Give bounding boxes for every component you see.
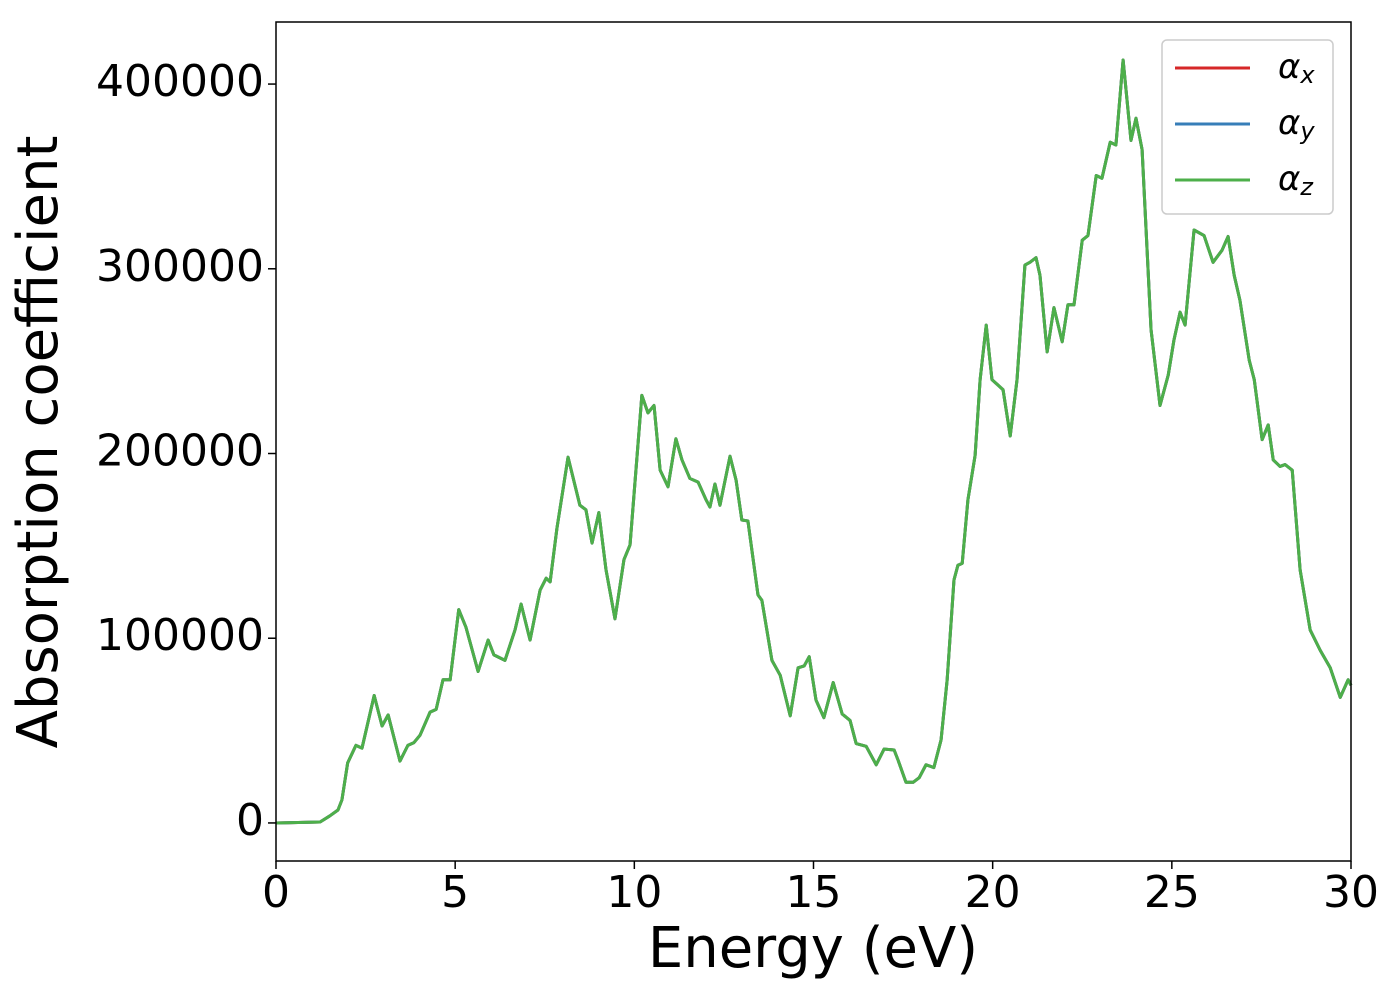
x-tick-label: 20 bbox=[965, 867, 1021, 918]
legend-box bbox=[1161, 39, 1334, 215]
legend-label: αx bbox=[1278, 47, 1315, 90]
legend: αx αy αz bbox=[1161, 39, 1334, 215]
plot-frame bbox=[275, 21, 1352, 862]
legend-label: αy bbox=[1278, 103, 1315, 146]
y-tick-label: 400000 bbox=[96, 56, 264, 107]
x-tick-label: 0 bbox=[262, 867, 290, 918]
x-tick-label: 15 bbox=[786, 867, 842, 918]
x-tick-label: 30 bbox=[1323, 867, 1379, 918]
y-tick-label: 100000 bbox=[96, 610, 264, 661]
y-tick-label: 0 bbox=[236, 795, 264, 846]
y-axis-label: Absorption coefficient bbox=[6, 136, 71, 749]
y-tick-label: 300000 bbox=[96, 241, 264, 292]
x-tick-label: 25 bbox=[1144, 867, 1200, 918]
x-tick-label: 10 bbox=[606, 867, 662, 918]
data-line bbox=[275, 58, 1353, 825]
x-axis-label: Energy (eV) bbox=[648, 916, 978, 981]
y-tick-label: 200000 bbox=[96, 426, 264, 477]
legend-label: αz bbox=[1278, 159, 1314, 202]
x-tick-label: 5 bbox=[441, 867, 469, 918]
